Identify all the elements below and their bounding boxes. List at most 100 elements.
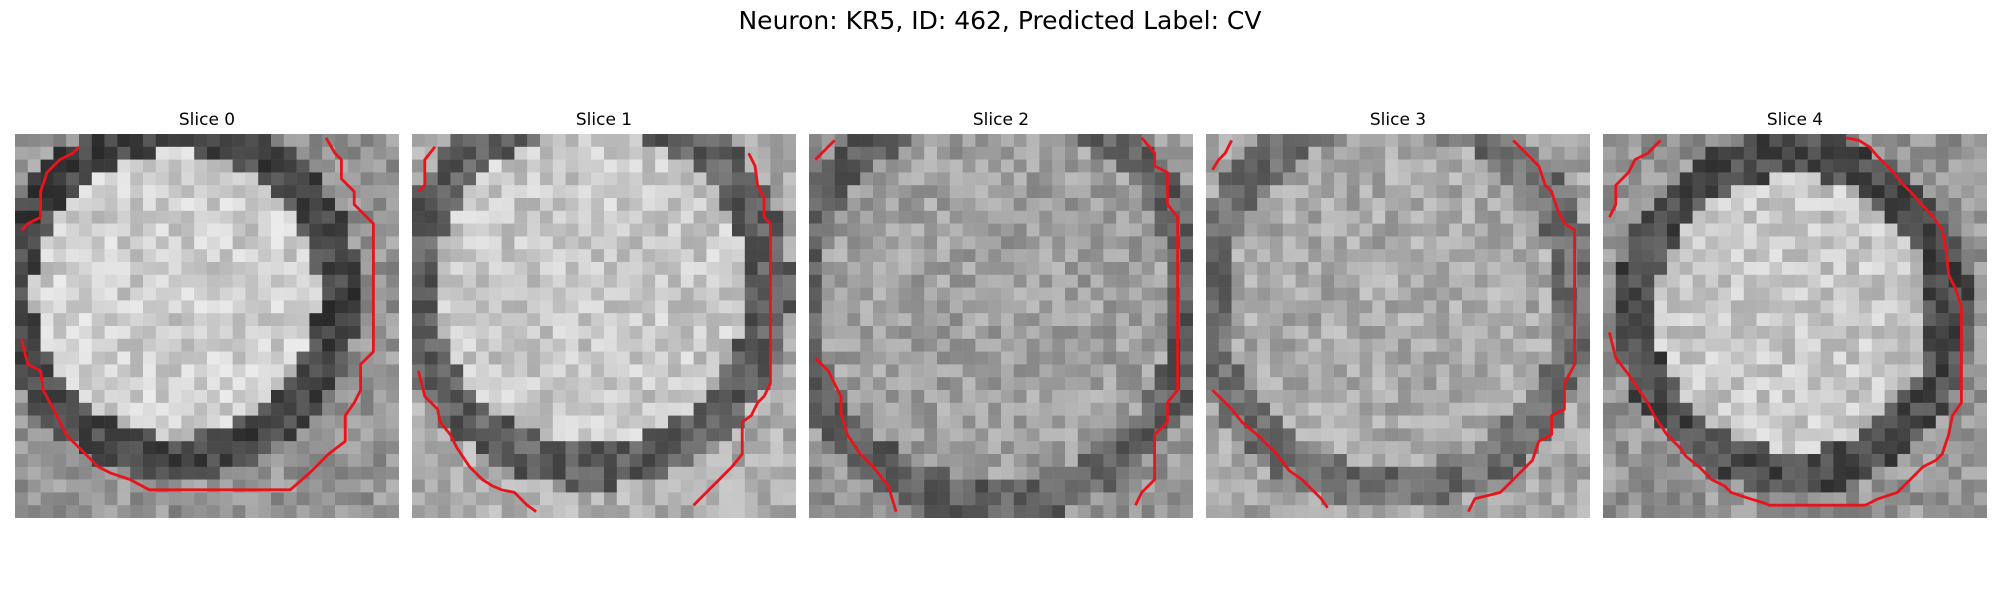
pixel-cell [1782,364,1796,378]
pixel-cell [1718,326,1732,340]
pixel-cell [642,159,656,173]
pixel-cell [258,377,272,391]
pixel-cell [1513,249,1527,263]
pixel-cell [949,172,963,186]
pixel-cell [1359,159,1373,173]
pixel-cell [450,415,464,429]
pixel-cell [1244,338,1258,352]
pixel-cell [1641,172,1655,186]
pixel-cell [27,428,41,442]
pixel-cell [1474,338,1488,352]
pixel-cell [1116,415,1130,429]
pixel-cell [1487,326,1501,340]
pixel-cell [194,505,208,518]
pixel-cell [1910,441,1924,455]
pixel-cell [1731,300,1745,314]
pixel-cell [1257,326,1271,340]
pixel-cell [194,351,208,365]
pixel-cell [1065,210,1079,224]
pixel-cell [988,466,1002,480]
pixel-cell [450,134,464,148]
pixel-cell [949,185,963,199]
pixel-cell [66,274,80,288]
pixel-cell [540,300,554,314]
pixel-cell [1218,210,1232,224]
pixel-cell [1974,454,1987,468]
pixel-cell [155,159,169,173]
pixel-cell [847,377,861,391]
pixel-cell [924,210,938,224]
pixel-cell [1308,146,1322,160]
pixel-cell [360,428,374,442]
pixel-cell [1282,351,1296,365]
pixel-cell [1910,338,1924,352]
pixel-cell [1743,210,1757,224]
pixel-cell [1257,338,1271,352]
pixel-cell [335,479,349,493]
pixel-cell [565,390,579,404]
pixel-cell [1052,300,1066,314]
pixel-cell [360,146,374,160]
pixel-cell [527,377,541,391]
pixel-cell [1795,479,1809,493]
pixel-cell [283,326,297,340]
pixel-cell [79,274,93,288]
pixel-cell [1641,300,1655,314]
pixel-cell [821,402,835,416]
pixel-cell [1551,454,1565,468]
pixel-cell [15,313,29,327]
pixel-cell [181,236,195,250]
pixel-cell [1398,364,1412,378]
pixel-cell [1346,492,1360,506]
pixel-cell [1807,428,1821,442]
pixel-cell [1090,415,1104,429]
pixel-cell [1001,159,1015,173]
pixel-cell [1718,377,1732,391]
pixel-cell [1129,274,1143,288]
pixel-cell [1398,210,1412,224]
pixel-cell [1334,146,1348,160]
pixel-cell [1103,351,1117,365]
pixel-cell [514,415,528,429]
pixel-cell [424,415,438,429]
pixel-cell [322,338,336,352]
pixel-cell [1871,185,1885,199]
pixel-cell [91,364,105,378]
pixel-cell [1077,223,1091,237]
pixel-cell [1833,377,1847,391]
pixel-cell [1551,326,1565,340]
pixel-cell [693,364,707,378]
pixel-cell [181,210,195,224]
pixel-cell [1026,402,1040,416]
pixel-cell [143,159,157,173]
pixel-cell [1679,185,1693,199]
pixel-cell [194,274,208,288]
pixel-cell [1782,492,1796,506]
pixel-cell [1321,198,1335,212]
pixel-cell [1692,134,1706,148]
pixel-cell [194,185,208,199]
pixel-cell [347,415,361,429]
pixel-cell [1641,428,1655,442]
pixel-cell [1795,236,1809,250]
pixel-cell [540,223,554,237]
pixel-cell [578,172,592,186]
pixel-cell [424,249,438,263]
pixel-cell [1974,505,1987,518]
pixel-cell [1628,236,1642,250]
pixel-cell [1410,402,1424,416]
pixel-cell [1718,505,1732,518]
pixel-cell [258,134,272,148]
pixel-cell [283,338,297,352]
pixel-cell [1692,313,1706,327]
pixel-cell [1667,402,1681,416]
pixel-cell [565,185,579,199]
pixel-cell [181,172,195,186]
pixel-cell [1026,466,1040,480]
pixel-cell [168,172,182,186]
contour-line [814,139,836,161]
pixel-cell [629,479,643,493]
pixel-cell [629,390,643,404]
pixel-cell [1141,326,1155,340]
pixel-cell [412,172,426,186]
